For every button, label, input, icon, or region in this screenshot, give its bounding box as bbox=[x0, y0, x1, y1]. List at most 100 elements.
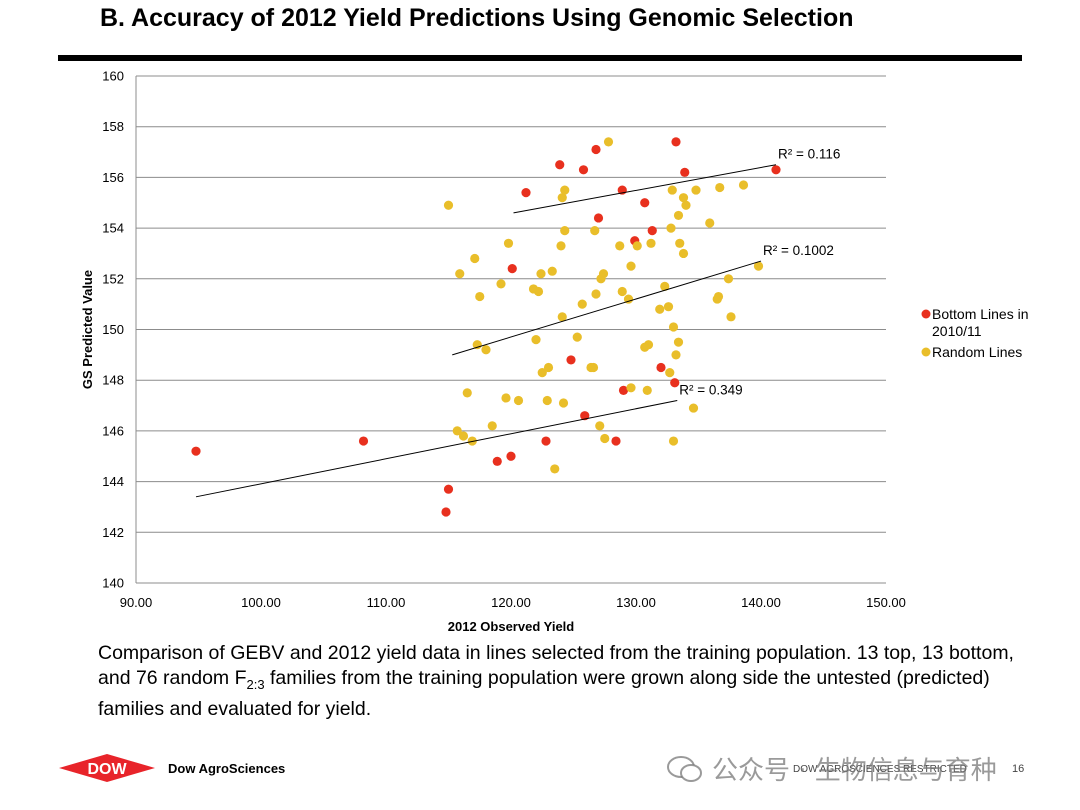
bottom-lines-point bbox=[618, 385, 629, 395]
random-lines-point bbox=[660, 281, 670, 292]
bottom-lines-point bbox=[680, 167, 690, 177]
slide-title: B. Accuracy of 2012 Yield Predictions Us… bbox=[100, 4, 854, 32]
random-lines-point bbox=[542, 395, 552, 406]
random-lines-point bbox=[615, 241, 625, 251]
y-tick-label: 160 bbox=[102, 69, 124, 84]
bottom-lines-point bbox=[492, 456, 502, 466]
bottom-lines-point bbox=[656, 362, 666, 373]
dow-logo-text: DOW bbox=[87, 761, 127, 778]
title-divider bbox=[58, 55, 1022, 61]
y-tick-label: 154 bbox=[102, 221, 124, 236]
random-lines-point bbox=[531, 335, 541, 345]
random-lines-point bbox=[543, 362, 554, 373]
bottom-lines-point bbox=[640, 198, 650, 208]
random-lines-point bbox=[726, 312, 736, 322]
random-lines-point bbox=[668, 322, 679, 332]
bottom-lines-point bbox=[507, 264, 517, 274]
random-lines-point bbox=[678, 248, 689, 259]
random-lines-point bbox=[667, 185, 677, 195]
bottom-lines-point bbox=[555, 160, 565, 170]
random-lines-point bbox=[533, 286, 544, 297]
x-tick-label: 120.00 bbox=[491, 595, 531, 610]
wechat-icon bbox=[667, 755, 702, 782]
random-lines-point bbox=[655, 304, 665, 314]
x-tick-label: 90.00 bbox=[120, 595, 153, 610]
random-lines-point bbox=[691, 185, 701, 195]
legend-label-bottom-lines-1: Bottom Lines in bbox=[932, 306, 1029, 322]
bottom-lines-point bbox=[441, 507, 451, 517]
bottom-lines-point bbox=[358, 436, 369, 446]
page-number: 16 bbox=[1012, 763, 1025, 775]
r-squared-label: R² = 0.349 bbox=[679, 382, 742, 397]
watermark: 公众号 · 生物信息与育种 bbox=[666, 750, 997, 787]
random-lines-point bbox=[513, 395, 524, 406]
random-lines-point bbox=[678, 193, 689, 203]
y-tick-label: 158 bbox=[102, 119, 124, 134]
random-lines-point bbox=[713, 291, 724, 302]
random-lines-point bbox=[688, 403, 699, 413]
random-lines-point bbox=[590, 226, 600, 236]
bottom-lines-point bbox=[506, 451, 516, 461]
random-lines-point bbox=[537, 367, 547, 378]
random-lines-point bbox=[496, 279, 506, 289]
bottom-lines-point bbox=[191, 446, 201, 456]
bottom-lines-point bbox=[578, 165, 589, 175]
caption-text-2: families from the training population we… bbox=[98, 667, 990, 720]
random-lines-point bbox=[558, 398, 569, 408]
random-lines-point bbox=[675, 238, 685, 248]
random-lines-point bbox=[560, 185, 570, 195]
random-lines-point bbox=[443, 200, 454, 210]
random-lines-point bbox=[595, 421, 605, 431]
bottom-lines-point bbox=[771, 165, 781, 175]
random-lines-point bbox=[753, 261, 764, 271]
bottom-lines-point bbox=[593, 213, 604, 223]
random-lines-point bbox=[646, 238, 656, 248]
random-lines-point bbox=[626, 383, 636, 393]
random-lines-point bbox=[671, 350, 681, 360]
random-lines-point bbox=[626, 261, 636, 271]
x-axis-title: 2012 Observed Yield bbox=[448, 619, 575, 634]
random-lines-point bbox=[560, 226, 570, 236]
random-lines-point bbox=[723, 274, 734, 284]
random-lines-point bbox=[462, 388, 472, 398]
company-name: Dow AgroSciences bbox=[168, 761, 286, 776]
random-lines-point bbox=[557, 193, 567, 203]
scatter-chart: 140 142 144 146 148 150 152 154 156 158 160 90.00 10… bbox=[80, 69, 1029, 635]
x-tick-label: 110.00 bbox=[367, 595, 406, 610]
dow-diamond-icon bbox=[59, 754, 155, 782]
x-tick-label: 140.00 bbox=[741, 595, 781, 610]
random-lines-point bbox=[643, 340, 654, 350]
random-lines-point bbox=[738, 180, 749, 190]
x-tick-label: 100.00 bbox=[241, 595, 281, 610]
y-tick-label: 144 bbox=[102, 474, 124, 489]
legend-label-random-lines: Random Lines bbox=[932, 344, 1022, 360]
random-lines-point bbox=[603, 137, 614, 147]
random-lines-point bbox=[501, 393, 511, 403]
random-lines-point bbox=[673, 210, 684, 221]
r-squared-label: R² = 0.116 bbox=[778, 147, 840, 162]
random-lines-point bbox=[663, 302, 674, 312]
bottom-lines-point bbox=[541, 436, 551, 446]
figure-caption: Comparison of GEBV and 2012 yield data i… bbox=[98, 641, 1038, 722]
bottom-lines-point bbox=[670, 378, 680, 388]
random-lines-point bbox=[642, 385, 652, 395]
bottom-lines-point bbox=[591, 144, 601, 155]
trendline bbox=[195, 399, 678, 498]
dow-logo: DOW bbox=[59, 754, 155, 782]
random-lines-point bbox=[475, 291, 485, 302]
random-lines-point bbox=[577, 299, 587, 309]
random-lines-point bbox=[470, 253, 480, 264]
random-lines-point bbox=[591, 289, 601, 299]
random-lines-point bbox=[588, 362, 599, 373]
y-tick-label: 156 bbox=[102, 170, 124, 185]
random-lines-point bbox=[668, 436, 679, 446]
y-axis-title: GS Predicted Value bbox=[80, 270, 95, 389]
bottom-lines-point bbox=[521, 188, 531, 198]
r-squared-label: R² = 0.1002 bbox=[763, 243, 834, 258]
bottom-lines-point bbox=[671, 137, 681, 147]
random-lines-point bbox=[715, 182, 725, 193]
random-lines-point bbox=[481, 345, 491, 355]
random-lines-point bbox=[666, 223, 676, 233]
y-tick-label: 148 bbox=[102, 373, 124, 388]
random-lines-point bbox=[452, 426, 462, 436]
